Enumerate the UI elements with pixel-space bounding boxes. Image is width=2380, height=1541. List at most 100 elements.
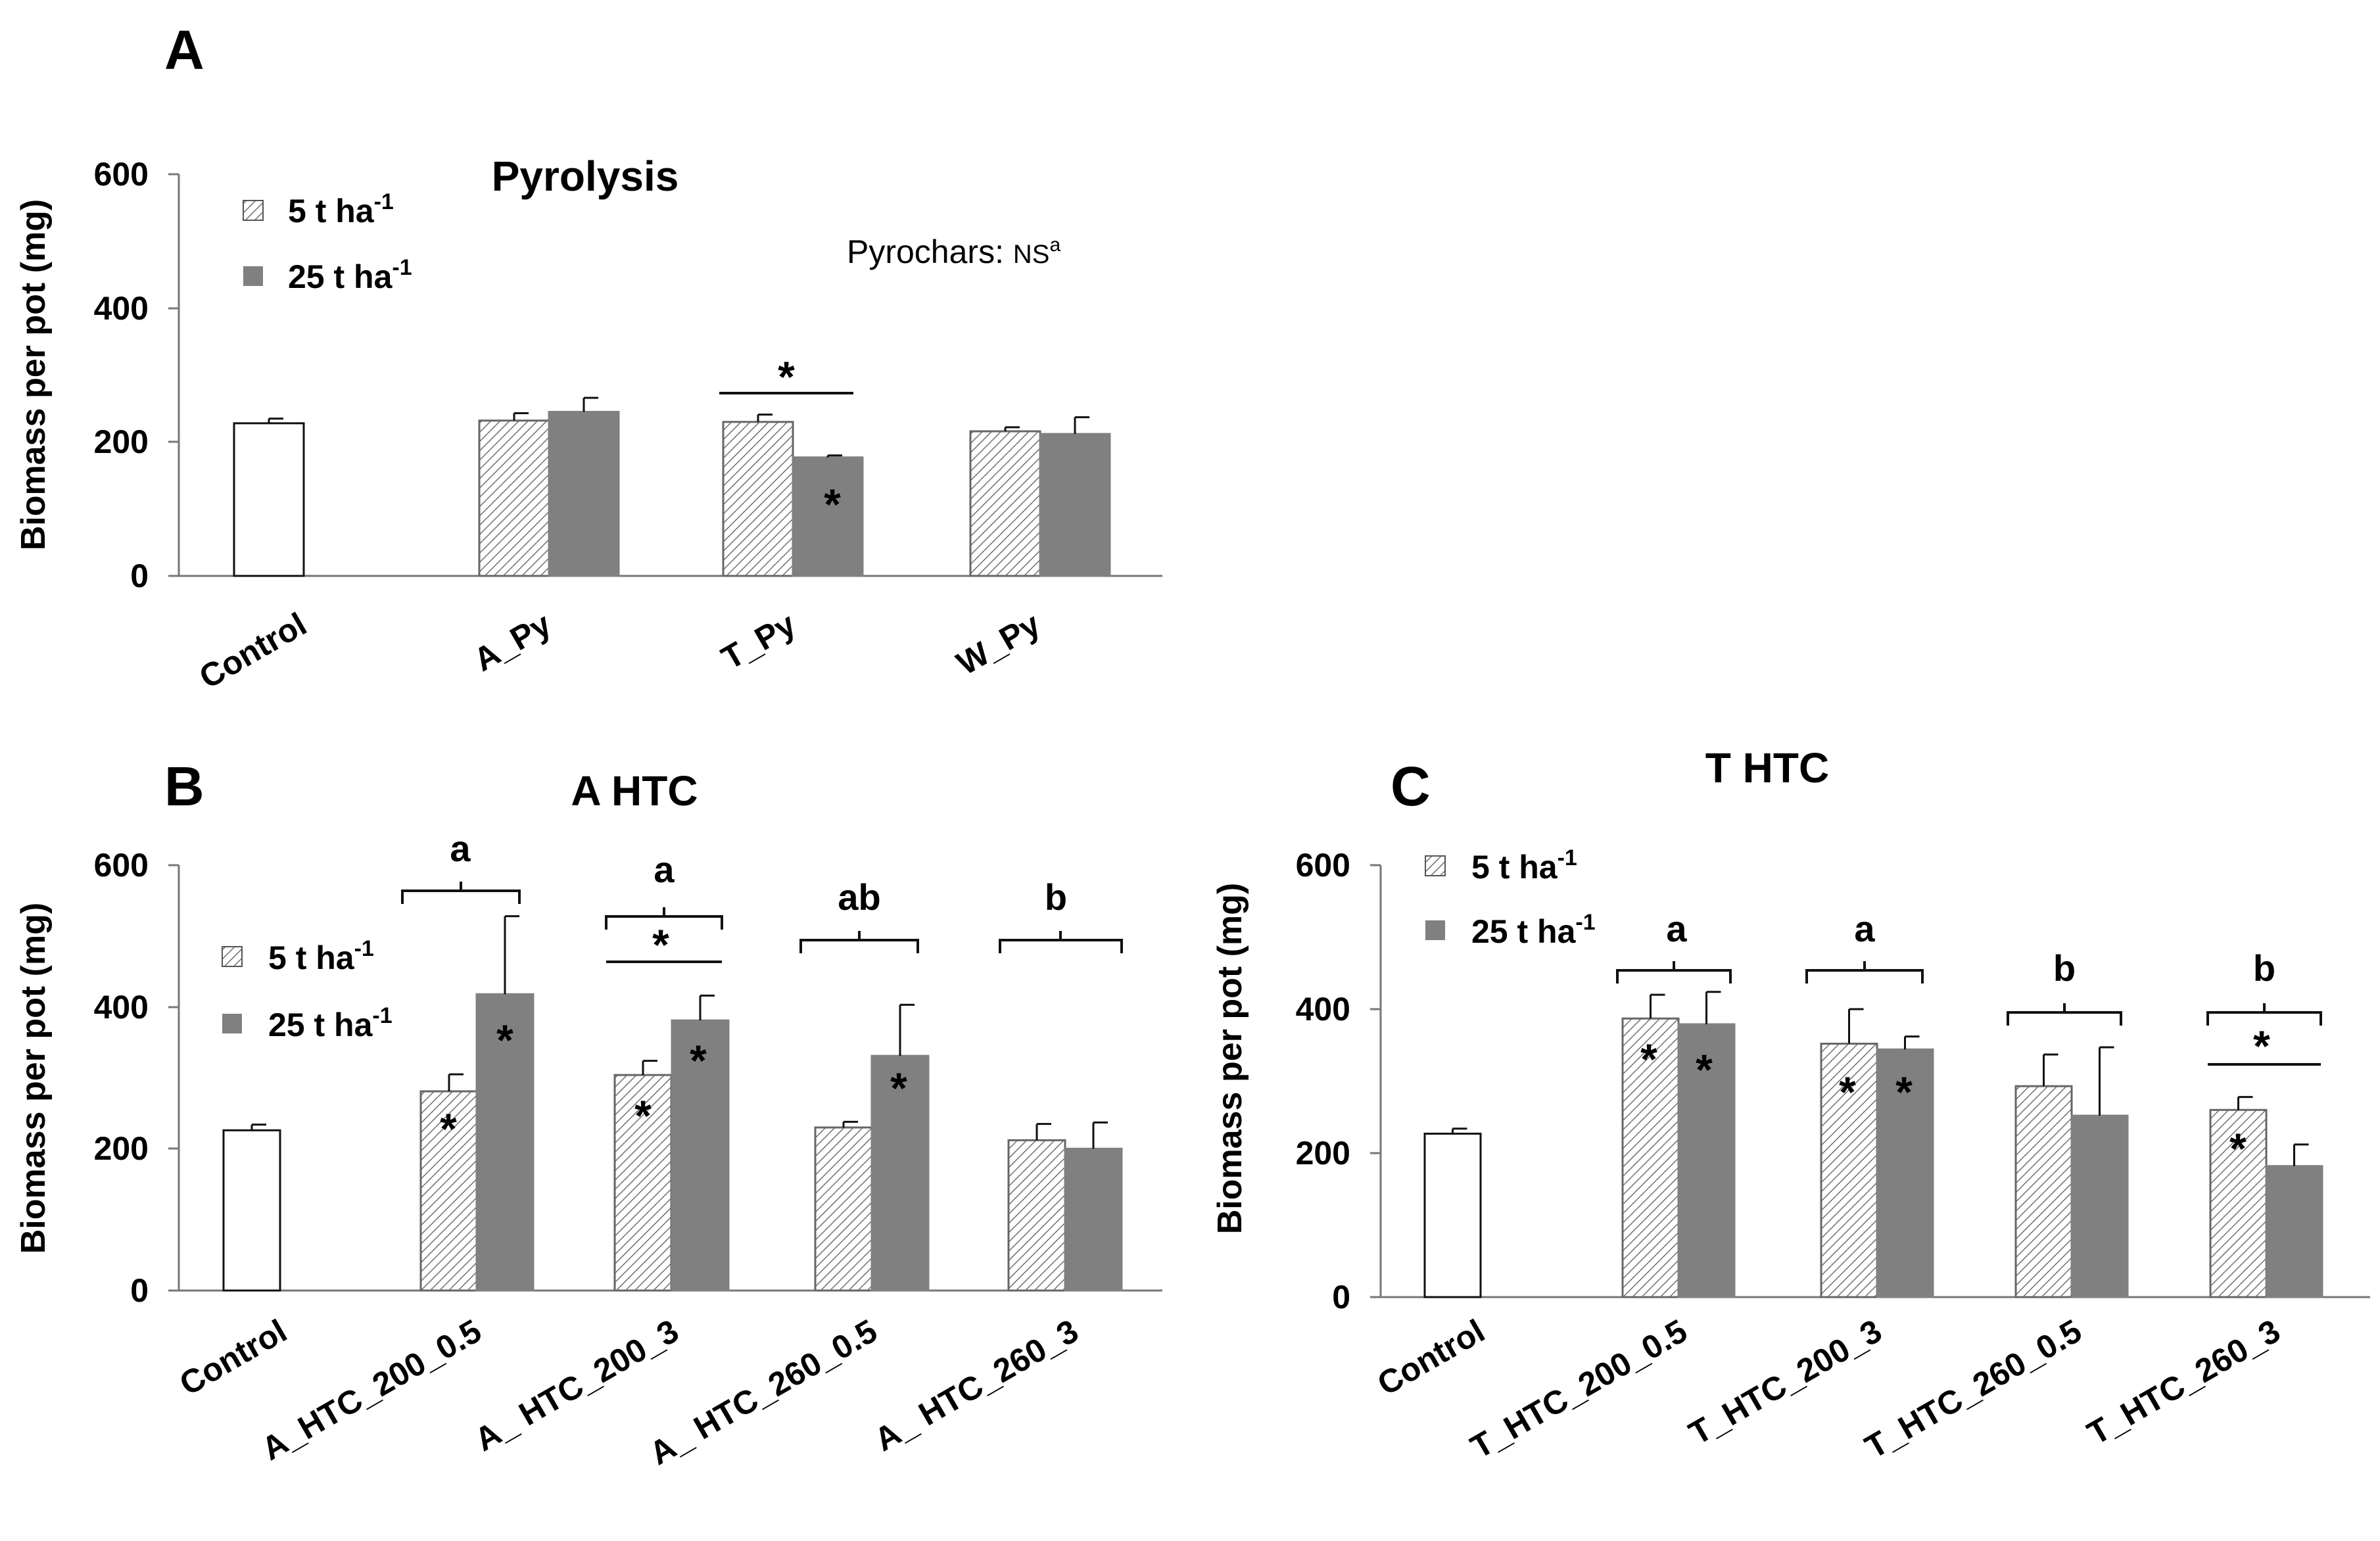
category-label: T_HTC_260_0.5 (1859, 1312, 2087, 1465)
significance-star-t-py: * (778, 352, 795, 401)
bars-c (1423, 991, 2323, 1298)
panel-letter-a: A (164, 19, 204, 81)
y-ticks-a: 0 200 400 600 (94, 156, 179, 594)
category-label: A_Py (467, 605, 557, 678)
chart-title-c: T HTC (1705, 744, 1829, 792)
legend-label-5t: 5 t ha-1 (288, 189, 394, 229)
bar-5t (478, 419, 550, 577)
bar-5t (1007, 1139, 1066, 1292)
category-label: T_Py (715, 605, 802, 676)
group-bracket (999, 931, 1123, 953)
pyrochars-note: Pyrochars: NSa (847, 233, 1060, 270)
y-tick-label: 600 (94, 156, 149, 193)
bar-star: * (1839, 1068, 1856, 1116)
y-tick-label: 0 (130, 557, 149, 594)
group-letter: b (2053, 947, 2076, 989)
bar-control (233, 422, 305, 577)
legend-swatch-25t (222, 1014, 242, 1033)
y-tick-label: 200 (1296, 1135, 1350, 1172)
legend-a: 5 t ha-1 25 t ha-1 (243, 189, 412, 295)
category-label: Control (1371, 1312, 1491, 1402)
legend-swatch-5t (1425, 855, 1446, 876)
legend-label-25t: 25 t ha-1 (268, 1003, 393, 1043)
y-tick-label: 400 (94, 989, 149, 1026)
bar-star: * (1895, 1068, 1913, 1116)
group-brackets-c: a a b b (1616, 908, 2322, 1026)
category-labels-c: Control T_HTC_200_0.5 T_HTC_200_3 T_HTC_… (1371, 1312, 2287, 1465)
group-brackets-b: a a ab b (401, 828, 1123, 953)
y-ticks-c: 0 200 400 600 (1296, 847, 1381, 1316)
bar-25t (1039, 433, 1111, 577)
legend-swatch-25t (1425, 920, 1445, 940)
legend-b: 5 t ha-1 25 t ha-1 (222, 936, 393, 1043)
bar-25t (792, 456, 864, 577)
significance-star-b: * (652, 920, 669, 969)
bar-5t (2209, 1108, 2268, 1298)
legend-c: 5 t ha-1 25 t ha-1 (1425, 845, 1596, 950)
group-letter: a (654, 849, 675, 890)
group-bracket (2206, 1003, 2322, 1026)
chart-title-b: A HTC (571, 767, 698, 815)
y-tick-label: 200 (94, 423, 149, 460)
group-letter: b (1045, 876, 1067, 918)
y-tick-label: 600 (94, 847, 149, 884)
bar-star: * (890, 1064, 907, 1112)
bar-25t (548, 411, 620, 577)
category-labels-b: Control A_HTC_200_0.5 A_ HTC_200_3 A_ HT… (174, 1312, 1085, 1472)
bar-25t (2070, 1114, 2129, 1298)
group-letter: a (450, 828, 471, 869)
y-tick-label: 0 (130, 1272, 149, 1309)
panel-b: B A HTC Biomass per pot (mg) 0 200 400 6… (14, 755, 1162, 1472)
y-tick-label: 400 (94, 290, 149, 327)
y-tick-label: 0 (1332, 1279, 1350, 1316)
bar-star: * (634, 1091, 652, 1140)
significance-star-c: * (2253, 1022, 2270, 1070)
y-axis-label-b: Biomass per pot (mg) (14, 903, 53, 1254)
bar-5t (2014, 1085, 2073, 1298)
bar-star: * (496, 1016, 513, 1064)
y-tick-label: 200 (94, 1130, 149, 1167)
bar-25t (475, 993, 535, 1292)
category-label: T_HTC_200_0.5 (1464, 1312, 1693, 1465)
bar-25t (1876, 1048, 1934, 1298)
group-bracket (1616, 961, 1732, 984)
bar-control (222, 1129, 281, 1292)
bar-star: * (690, 1036, 707, 1085)
bar-star: * (1640, 1035, 1657, 1083)
legend-label-25t: 25 t ha-1 (288, 255, 412, 295)
group-letter: a (1854, 908, 1875, 949)
category-label: A_HTC_200_0.5 (256, 1312, 488, 1467)
bar-25t (1677, 1023, 1736, 1298)
bars-b (222, 915, 1123, 1292)
bar-stars-b: * * * * * (440, 1016, 907, 1153)
bar-control (1423, 1132, 1482, 1298)
bar-25t (1064, 1147, 1123, 1292)
legend-label-25t: 25 t ha-1 (1471, 910, 1596, 950)
category-label: A_ HTC_260_3 (869, 1312, 1085, 1458)
bar-star: * (1696, 1045, 1713, 1094)
y-tick-label: 400 (1296, 991, 1350, 1028)
legend-label-5t: 5 t ha-1 (268, 936, 374, 976)
legend-label-5t: 5 t ha-1 (1471, 845, 1577, 886)
y-axis-label-a: Biomass per pot (mg) (14, 199, 53, 551)
bar-5t (969, 430, 1041, 577)
group-letter: b (2253, 947, 2275, 989)
bar-5t (1621, 1017, 1680, 1298)
y-ticks-b: 0 200 400 600 (94, 847, 179, 1309)
y-axis-label-c: Biomass per pot (mg) (1211, 883, 1249, 1235)
bar-25t (870, 1055, 930, 1292)
bar-star: * (2229, 1124, 2247, 1173)
legend-swatch-5t (243, 200, 264, 221)
y-tick-label: 600 (1296, 847, 1350, 884)
group-letter: ab (838, 876, 880, 918)
group-bracket (2007, 1003, 2122, 1026)
panel-letter-c: C (1391, 755, 1431, 817)
category-label: T_HTC_200_3 (1682, 1312, 1888, 1452)
panel-c: C T HTC Biomass per pot (mg) 0 200 400 6… (1211, 744, 2370, 1465)
bar-star-t-py-25t: * (824, 480, 841, 529)
bar-5t (722, 421, 794, 577)
category-label: Control (174, 1312, 293, 1402)
category-label: W_Py (951, 605, 1047, 682)
bar-stars-c: * * * * * (1640, 1035, 2247, 1173)
